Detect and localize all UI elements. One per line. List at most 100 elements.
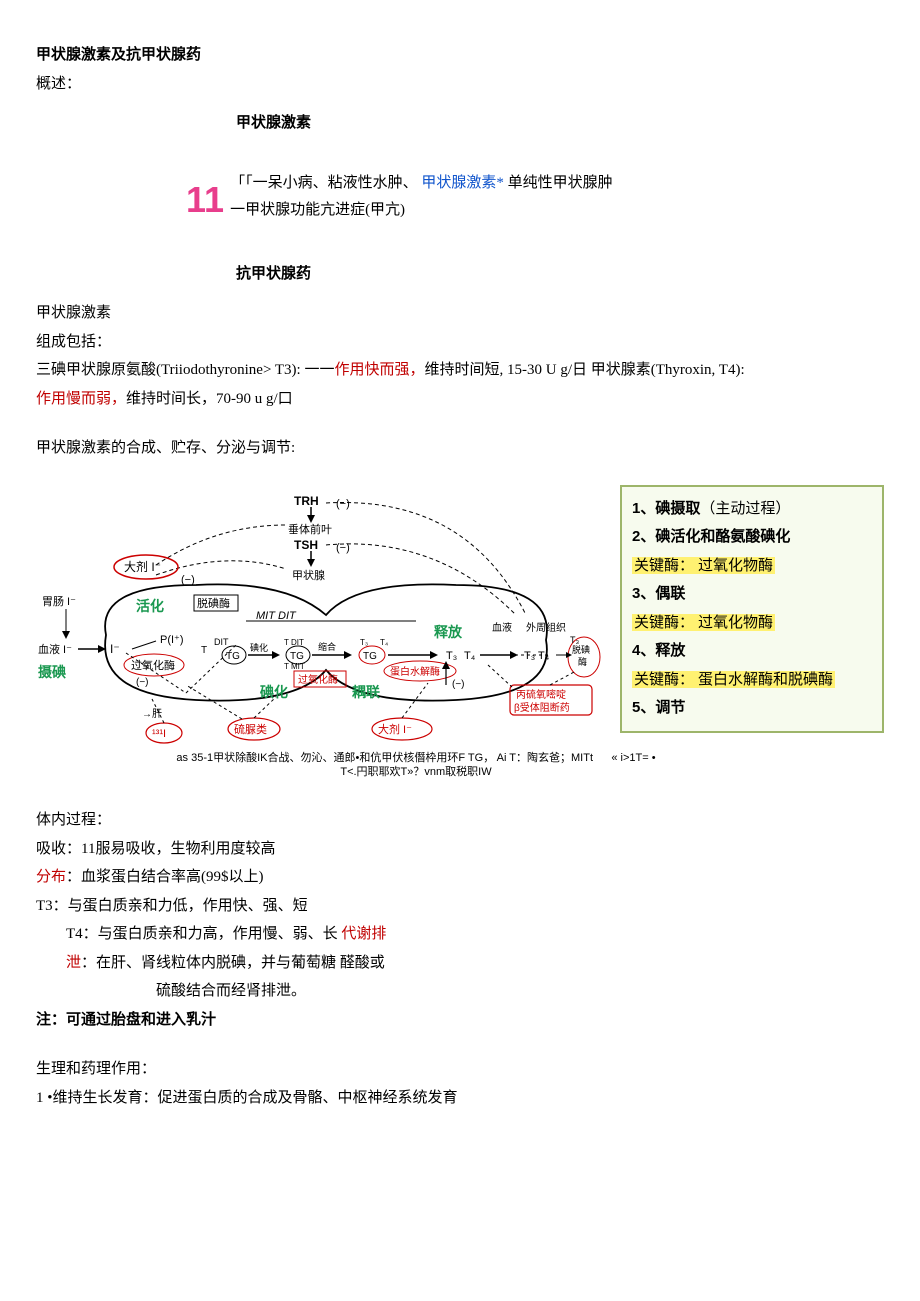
step2-enz: 过氧化物酶 <box>696 557 775 574</box>
step1-num: 1、 <box>632 500 655 517</box>
step2-txt: 碘活化和酪氨酸碘化 <box>655 528 790 545</box>
liver-label: →肝 <box>142 708 162 720</box>
minus-4: (−) <box>136 677 149 688</box>
peripheral-label: 外周组织 <box>526 621 566 634</box>
pituitary-label: 垂体前叶 <box>288 522 332 536</box>
pk-dist-rest: ：血浆蛋白结合率高(99$以上) <box>66 869 264 885</box>
step3-enz: 过氧化物酶 <box>696 614 775 631</box>
svg-text:T: T <box>201 645 207 656</box>
step2-num: 2、 <box>632 528 655 545</box>
uptake-label: 摄碘 <box>38 664 66 680</box>
figure-row: TRH 垂体前叶 TSH 甲状腺 (−) (−) 大剂 I⁻ (−) 胃肠 I⁻… <box>36 485 884 745</box>
pk-heading: 体内过程： <box>36 808 884 834</box>
ptu-label: 丙硫氧嘧啶 <box>516 688 566 701</box>
svg-text:T₃: T₃ <box>446 650 457 662</box>
figure-caption: as 35-1甲状除酸IK合战、勿沁、通郎•和伉甲伏核僭枠用环F TG， Ai … <box>166 751 666 780</box>
svg-text:T₄: T₄ <box>380 638 388 647</box>
iodination-label: 碘化 <box>259 684 288 700</box>
beta-label: β受体阻断药 <box>514 701 570 714</box>
pk-dist-label: 分布 <box>36 869 66 885</box>
blood-i-label: 血液 I⁻ <box>38 642 72 656</box>
pk-t4-a: T4：与蛋白质亲和力高，作用慢、弱、长 <box>66 926 341 942</box>
minus-5: (−) <box>452 679 465 690</box>
section-heading-antithyroid: 抗甲状腺药 <box>236 262 884 288</box>
t3-line: 三碘甲状腺原氨酸(Triiodothyronine> T3): 一一作用快而强，… <box>36 358 884 384</box>
step2-enz-key: 关键酶： <box>632 557 696 574</box>
t4-line: 作用慢而弱，维持时间长，70-90 u g/口 <box>36 387 884 413</box>
peroxidase-2: 过氧化酶 <box>298 673 338 686</box>
trh-label: TRH <box>294 494 319 508</box>
thiourea-label: 硫脲类 <box>234 722 267 736</box>
pk-distribution: 分布：血浆蛋白结合率高(99$以上) <box>36 865 884 891</box>
peroxidase-label: 过氧化酶 <box>131 658 175 672</box>
t3-a: 三碘甲状腺原氨酸(Triiodothyronine> T3): 一一 <box>36 362 334 378</box>
i131-label: ¹³¹I <box>152 728 166 740</box>
svg-text:T DIT: T DIT <box>284 638 304 647</box>
caption-mid: « i>1T= • <box>611 752 655 764</box>
svg-text:T₃ T₄: T₃ T₄ <box>524 650 550 662</box>
note-line: 注：可通过胎盘和进入乳汁 <box>36 1008 884 1034</box>
branch1-prefix: 「「一呆小病、粘液性水肿、 <box>230 175 418 191</box>
mitdit-label: MIT DIT <box>256 610 297 622</box>
section-heading-hormone: 甲状腺激素 <box>236 111 884 137</box>
release-label: 释放 <box>434 624 463 640</box>
large-i-left: 大剂 I⁻ <box>124 559 161 574</box>
branch-lines: 「「一呆小病、粘液性水肿、 甲状腺激素* 单纯性甲状腺肿 一甲状腺功能亢进症(甲… <box>230 169 613 226</box>
step1-txt: 碘摄取 <box>655 500 700 517</box>
activate-label: 活化 <box>136 598 164 614</box>
step5-num: 5、 <box>632 699 655 716</box>
tg-2: TG <box>290 651 304 662</box>
coupling-label: 耦联 <box>352 684 381 700</box>
combine-label: 缩合 <box>318 641 336 652</box>
pk-met-rest: ：在肝、肾线粒体内脱碘，并与葡萄糖 醛酸或 <box>81 955 385 971</box>
stomach-label: 胃肠 I⁻ <box>42 595 76 608</box>
steps-panel: 1、碘摄取（主动过程） 2、碘活化和酪氨酸碘化 关键酶：过氧化物酶 3、偶联 关… <box>620 485 884 733</box>
synthesis-heading: 甲状腺激素的合成、贮存、分泌与调节: <box>36 436 884 462</box>
step1-paren: （主动过程） <box>700 500 790 517</box>
step5-txt: 调节 <box>655 699 685 716</box>
tg-3: TG <box>363 651 377 662</box>
t3-b: 维持时间短, 15-30 U g/日 甲状腺素(Thyroxin, T4): <box>424 362 744 378</box>
deiod-2: 脱碘 <box>572 644 590 655</box>
svg-text:酶: 酶 <box>578 656 587 667</box>
step3-enz-key: 关键酶： <box>632 614 696 631</box>
tsh-label: TSH <box>294 538 318 552</box>
composition-label: 组成包括： <box>36 330 884 356</box>
pk-t4-line: T4：与蛋白质亲和力高，作用慢、弱、长 代谢排 <box>66 922 884 948</box>
step3-num: 3、 <box>632 585 655 602</box>
pk-absorption: 吸收：11服易吸收，生物利用度较高 <box>36 837 884 863</box>
svg-text:碘化: 碘化 <box>250 642 268 653</box>
pk-met-line2: 硫酸结合而经肾排泄。 <box>156 979 884 1005</box>
branch1-suffix: 单纯性甲状腺肿 <box>508 175 613 191</box>
t4-b: 维持时间长，70-90 u g/口 <box>126 391 293 407</box>
step4-enz: 蛋白水解酶和脱碘酶 <box>696 671 835 688</box>
pk-met-label: 代谢排 <box>341 926 386 942</box>
svg-text:I⁻: I⁻ <box>110 642 120 656</box>
branch2: 一甲状腺功能亢进症(甲亢) <box>230 198 613 224</box>
step4-enz-key: 关键酶： <box>632 671 696 688</box>
svg-text:T MIT: T MIT <box>284 662 305 671</box>
blood-label: 血液 <box>492 621 512 634</box>
thyroid-diagram: TRH 垂体前叶 TSH 甲状腺 (−) (−) 大剂 I⁻ (−) 胃肠 I⁻… <box>36 485 606 745</box>
deiodinase-label: 脱碘酶 <box>197 596 230 610</box>
eleven-glyph: 11 <box>186 169 224 230</box>
step4-num: 4、 <box>632 642 655 659</box>
branch1-blue: 甲状腺激素* <box>421 175 504 191</box>
note-label: 注： <box>36 1012 66 1028</box>
svg-text:T₄: T₄ <box>464 650 476 662</box>
note-text: 可通过胎盘和进入乳汁 <box>66 1012 216 1028</box>
pi-label: P(I⁺) <box>160 634 184 646</box>
caption-l1: as 35-1甲状除酸IK合战、勿沁、通郎•和伉甲伏核僭枠用环F TG， Ai … <box>176 752 593 764</box>
t3-red: 作用快而强， <box>334 362 424 378</box>
composition-title: 甲状腺激素 <box>36 301 884 327</box>
pk-met-label2: 泄 <box>66 955 81 971</box>
branch-block: 11 「「一呆小病、粘液性水肿、 甲状腺激素* 单纯性甲状腺肿 一甲状腺功能亢进… <box>186 169 884 230</box>
svg-text:T₃: T₃ <box>360 638 368 647</box>
step3-txt: 偶联 <box>655 585 685 602</box>
page-title: 甲状腺激素及抗甲状腺药 <box>36 43 884 69</box>
thyroid-label: 甲状腺 <box>292 568 325 582</box>
svg-text:T₃: T₃ <box>570 635 579 645</box>
svg-text:DIT: DIT <box>214 637 229 647</box>
large-i-right: 大剂 I⁻ <box>378 722 412 736</box>
hydrolase-label: 蛋白水解酶 <box>390 665 440 678</box>
